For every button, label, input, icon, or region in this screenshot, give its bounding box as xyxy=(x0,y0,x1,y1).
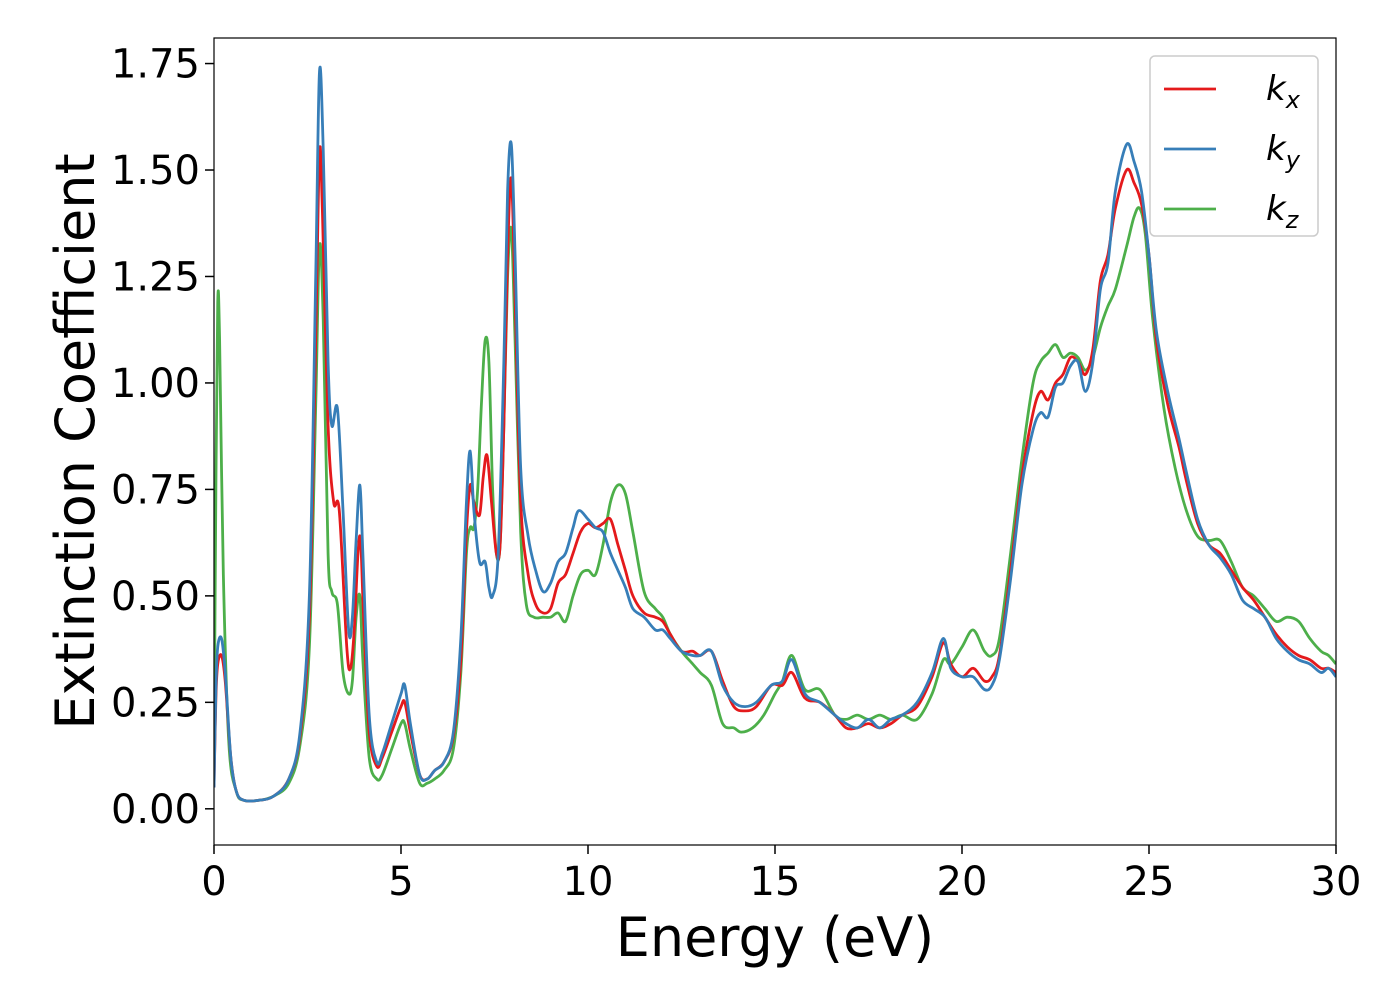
y-tick-label: 0.00 xyxy=(111,787,200,833)
x-tick-label: 25 xyxy=(1124,859,1175,905)
y-tick-label: 1.50 xyxy=(111,148,200,194)
x-tick-label: 30 xyxy=(1311,859,1362,905)
y-tick-label: 0.25 xyxy=(111,680,200,726)
legend-label-x: kx xyxy=(1266,69,1301,114)
x-axis-label: Energy (eV) xyxy=(616,906,935,969)
y-axis: 0.00 0.25 0.50 0.75 1.00 1.25 1.50 1.75 xyxy=(111,42,214,833)
y-axis-label: Extinction Coefficient xyxy=(44,153,107,729)
x-tick-label: 0 xyxy=(201,859,226,905)
legend-label-y: ky xyxy=(1266,129,1301,174)
series-layer xyxy=(214,65,1336,803)
x-tick-label: 10 xyxy=(563,859,614,905)
y-tick-label: 1.00 xyxy=(111,361,200,407)
x-tick-label: 20 xyxy=(937,859,988,905)
y-tick-label: 0.50 xyxy=(111,574,200,620)
legend-box xyxy=(1149,55,1319,237)
legend-label-z: kz xyxy=(1266,189,1300,234)
y-tick-label: 1.25 xyxy=(111,254,200,300)
y-tick-label: 1.75 xyxy=(111,42,200,88)
x-tick-label: 15 xyxy=(750,859,801,905)
series-line-z xyxy=(214,206,1336,803)
series-line-y xyxy=(214,65,1336,803)
y-tick-label: 0.75 xyxy=(111,467,200,513)
series-line-x xyxy=(214,145,1336,803)
legend: kx ky kz xyxy=(1149,55,1319,237)
x-axis: 0 5 10 15 20 25 30 xyxy=(201,845,1361,905)
x-tick-label: 5 xyxy=(388,859,413,905)
